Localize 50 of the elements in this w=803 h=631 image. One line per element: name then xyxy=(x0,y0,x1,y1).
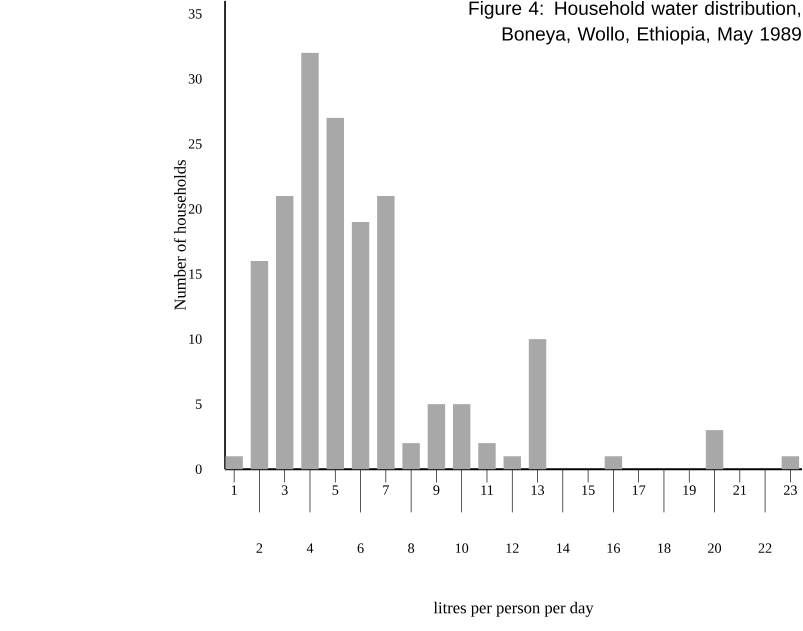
x-tick-label: 15 xyxy=(582,486,595,496)
x-tick-label: 12 xyxy=(506,544,519,553)
bar xyxy=(326,118,344,470)
x-tick-label: 5 xyxy=(332,486,338,495)
y-tick-label: 10 xyxy=(189,334,202,344)
bar xyxy=(478,443,496,470)
y-tick-label: 15 xyxy=(189,270,202,280)
x-tick-label: 14 xyxy=(557,544,570,553)
bar xyxy=(276,196,294,470)
bar xyxy=(225,456,243,470)
x-tick-label: 3 xyxy=(282,486,288,496)
x-tick-label: 21 xyxy=(733,486,746,495)
y-axis-title: Number of households xyxy=(174,160,186,310)
y-tick-label: 20 xyxy=(188,204,202,214)
x-tick-label: 19 xyxy=(683,486,696,496)
x-tick-label: 6 xyxy=(358,544,364,554)
x-tick-label: 13 xyxy=(532,486,544,496)
x-tick-label: 10 xyxy=(456,544,468,554)
y-tick-label: 35 xyxy=(188,9,202,19)
bar xyxy=(250,261,268,470)
bar xyxy=(452,404,470,470)
y-tick-label: 30 xyxy=(188,74,202,84)
bar xyxy=(352,222,370,470)
x-tick-label: 7 xyxy=(383,486,389,495)
x-tick-label: 8 xyxy=(408,544,414,554)
y-tick-label: 5 xyxy=(196,400,202,410)
x-tick-label: 2 xyxy=(256,544,262,553)
bar xyxy=(428,404,446,470)
x-tick-label: 17 xyxy=(632,486,646,495)
x-tick-label: 11 xyxy=(481,486,493,495)
bar xyxy=(377,196,395,470)
x-axis-title: litres per person per day xyxy=(434,602,594,618)
bar xyxy=(706,430,724,470)
x-tick-label: 20 xyxy=(708,544,722,554)
x-tick-label: 22 xyxy=(758,544,772,553)
x-tick-label: 4 xyxy=(306,544,314,553)
x-tick-label: 1 xyxy=(232,486,237,495)
x-tick-label: 18 xyxy=(658,544,670,554)
x-tick-label: 16 xyxy=(608,544,620,554)
bar xyxy=(528,339,546,470)
x-tick-label: 9 xyxy=(433,486,440,496)
bar xyxy=(504,456,521,470)
bar xyxy=(604,456,622,470)
bar xyxy=(402,443,420,470)
bar xyxy=(782,456,800,470)
x-tick-label: 23 xyxy=(784,486,797,496)
text: Figure 4: Household water distribution, Boneya, Wollo, Ethiopia, May 1989 xyxy=(470,1,801,45)
bar xyxy=(301,53,319,470)
y-tick-label: 0 xyxy=(196,464,202,474)
y-tick-label: 25 xyxy=(188,139,202,149)
